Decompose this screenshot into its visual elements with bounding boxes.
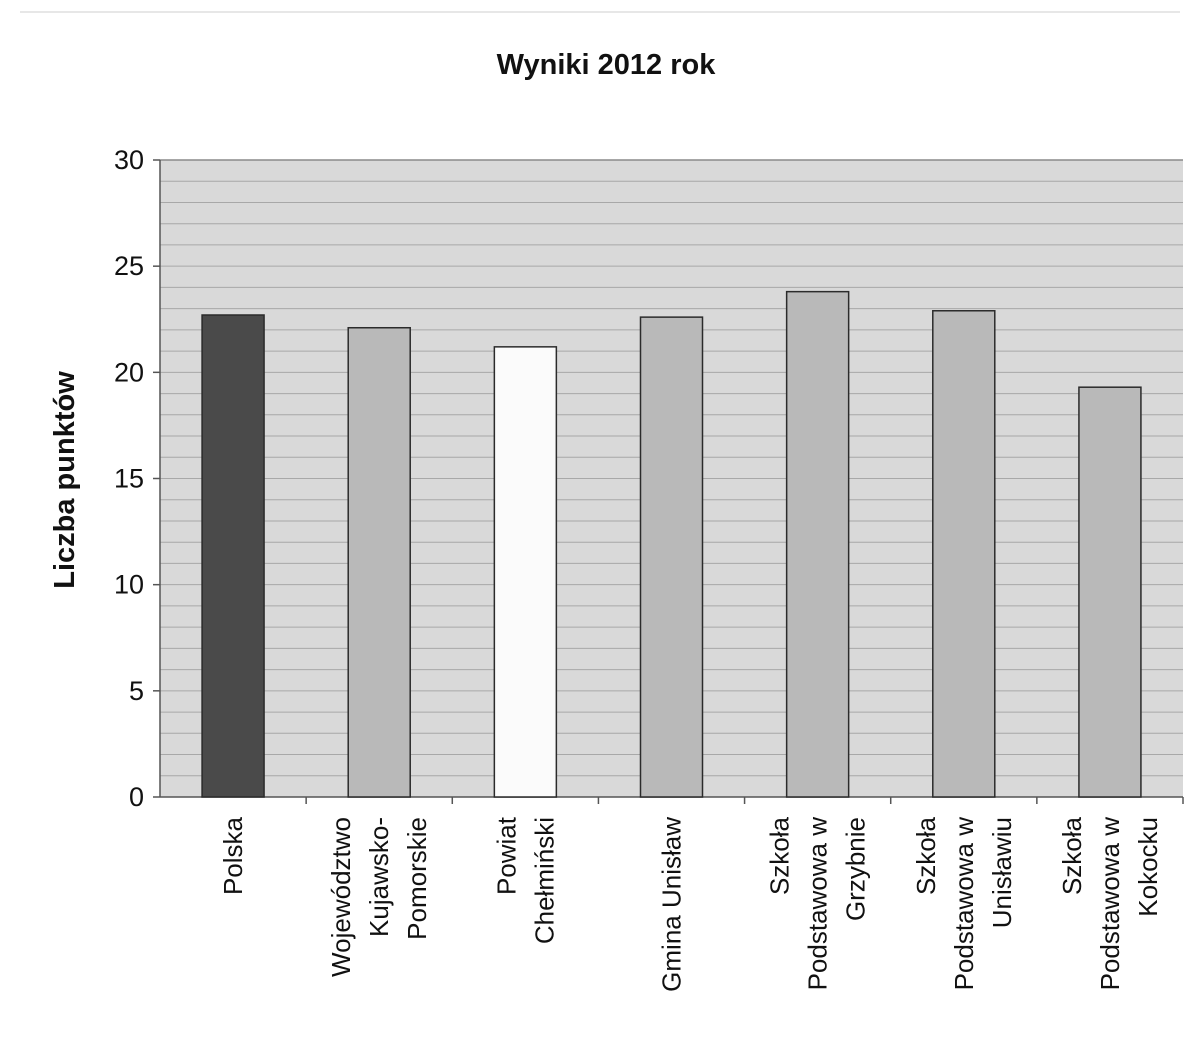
x-tick-label-line: Szkoła xyxy=(911,816,941,895)
x-tick-label: Szkoła Podstawowa w Grzybnie xyxy=(765,816,871,990)
x-tick-label-line: Gmina Unisław xyxy=(657,817,687,992)
x-tick-label-line: Chełmiński xyxy=(529,817,559,944)
x-tick-label-line: Kokocku xyxy=(1133,817,1163,917)
x-tick-label-line: Województwo xyxy=(326,817,356,977)
bar xyxy=(493,346,558,798)
x-tick-label-line: Podstawowa w xyxy=(803,817,833,991)
x-tick-label-line: Podstawowa w xyxy=(1095,817,1125,991)
x-tick-label-line: Unisławiu xyxy=(987,817,1017,928)
y-tick-label: 15 xyxy=(114,464,144,494)
y-tick-label: 0 xyxy=(129,782,144,812)
x-tick-label-line: Polska xyxy=(218,816,248,895)
x-tick-label-line: Szkoła xyxy=(765,816,795,895)
bar xyxy=(1078,386,1142,798)
x-tick-label: Województwo Kujawsko- Pomorskie xyxy=(326,817,432,977)
bar xyxy=(785,290,850,798)
y-tick-label: 25 xyxy=(114,251,144,281)
bar xyxy=(201,314,265,798)
bar xyxy=(639,316,704,798)
x-tick-label: Powiat Chełmiński xyxy=(491,816,559,944)
y-tick-label: 30 xyxy=(114,145,144,175)
x-tick-label-line: Grzybnie xyxy=(841,817,871,921)
bar xyxy=(932,310,996,798)
x-tick-label: Szkoła Podstawowa w Unisławiu xyxy=(911,816,1017,990)
x-tick-label-line: Szkoła xyxy=(1057,816,1087,895)
x-tick-label-line: Pomorskie xyxy=(402,817,432,940)
x-tick-label-line: Podstawowa w xyxy=(949,817,979,991)
x-tick-label-line: Powiat xyxy=(491,816,521,895)
y-tick-label: 5 xyxy=(129,676,144,706)
bar xyxy=(347,326,411,798)
y-axis-label: Liczba punktów xyxy=(49,371,81,589)
x-tick-label: Polska xyxy=(218,816,248,895)
x-tick-label-line: Kujawsko- xyxy=(364,817,394,937)
x-tick-label: Szkoła Podstawowa w Kokocku xyxy=(1057,816,1163,990)
chart-title: Wyniki 2012 rok xyxy=(497,49,717,81)
y-tick-label: 20 xyxy=(114,357,144,387)
x-tick-label: Gmina Unisław xyxy=(657,817,687,992)
y-tick-label: 10 xyxy=(114,570,144,600)
